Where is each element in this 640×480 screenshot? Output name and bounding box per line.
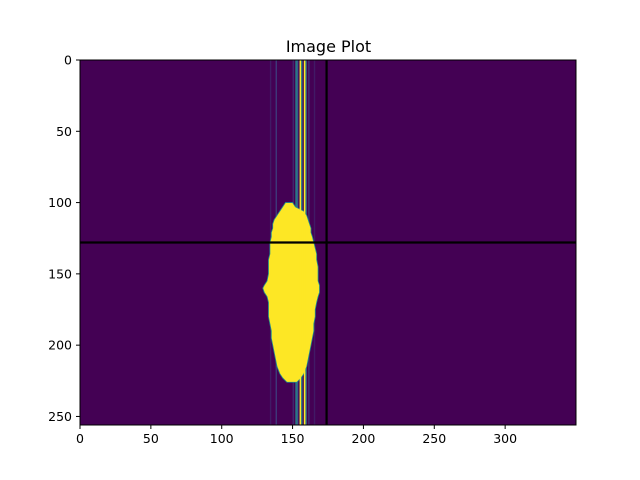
plot-frame (79, 59, 577, 426)
y-tick-label-200: 200 (48, 338, 72, 353)
y-tick-label-0: 0 (64, 53, 72, 68)
y-tick-label-100: 100 (48, 195, 72, 210)
x-tick-label-50: 50 (143, 431, 159, 446)
y-tick-label-50: 50 (56, 124, 72, 139)
x-axis: 0 50 100 150 200 250 300 (76, 425, 517, 446)
y-tick-label-250: 250 (48, 409, 72, 424)
y-axis: 0 50 100 150 200 250 (48, 53, 80, 424)
x-tick-label-0: 0 (76, 431, 84, 446)
y-tick-label-150: 150 (48, 266, 72, 281)
x-tick-label-100: 100 (210, 431, 234, 446)
x-tick-label-250: 250 (422, 431, 446, 446)
x-tick-label-200: 200 (351, 431, 375, 446)
x-tick-label-300: 300 (493, 431, 517, 446)
x-tick-label-150: 150 (281, 431, 305, 446)
chart-title: Image Plot (286, 37, 371, 56)
plot-area (80, 60, 576, 425)
